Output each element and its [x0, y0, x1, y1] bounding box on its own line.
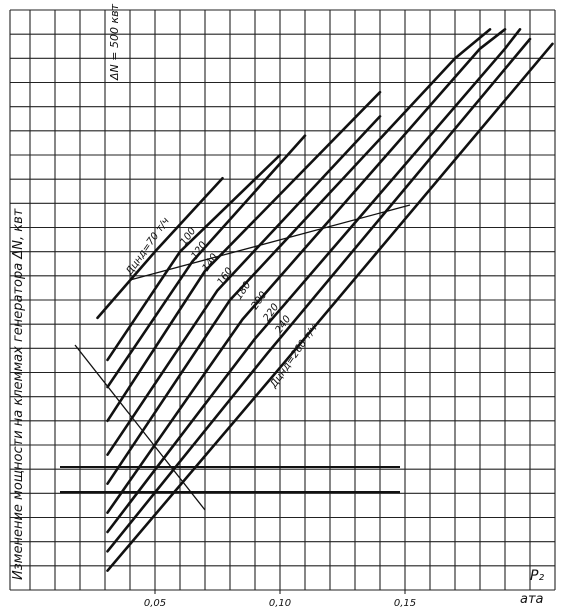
x-tick-label: 0,10	[269, 598, 291, 609]
curve-label: Дцнд=70 т/ч	[124, 216, 172, 278]
x-tick-label: 0,15	[394, 598, 416, 609]
curve	[96, 176, 224, 320]
curve-label: 140	[200, 252, 220, 274]
x-tick-label: 0,05	[144, 598, 166, 609]
curve	[106, 28, 492, 485]
curve	[106, 90, 382, 423]
curve-label: 180	[233, 280, 253, 302]
curve	[106, 42, 554, 572]
curve-label: 160	[215, 266, 235, 288]
y-axis-label: Изменение мощности на клеммах генератора…	[11, 208, 26, 580]
curve	[106, 37, 532, 553]
curve	[106, 28, 507, 514]
curve	[106, 134, 307, 389]
grid	[9, 9, 556, 591]
curve	[106, 115, 382, 456]
scale-note: ΔN = 500 квт	[108, 3, 121, 81]
x-axis-label: P₂	[530, 568, 544, 584]
curve	[106, 153, 282, 362]
curve	[106, 28, 522, 534]
x-axis-unit: ата	[520, 592, 544, 607]
curve-label: Дцнд=260 т/ч	[268, 323, 320, 391]
guide-line	[129, 204, 411, 281]
